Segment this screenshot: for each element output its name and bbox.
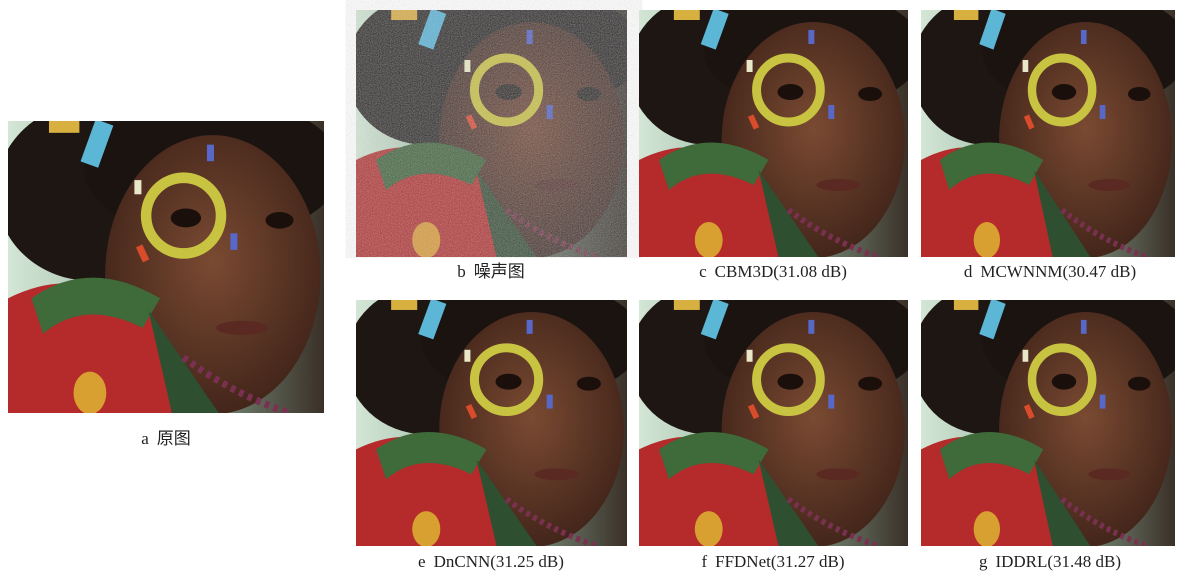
image-dncnn [346,280,642,547]
caption-text: b 噪声图 [457,262,525,281]
panel-caption: CBM3D(31.08 dB) [715,262,847,281]
caption-text: d MCWNNM(30.47 dB) [964,262,1136,281]
panel-caption: MCWNNM(30.47 dB) [980,262,1136,281]
panel-label: g [979,552,988,571]
panel-caption: IDDRL(31.48 dB) [995,552,1121,571]
panel-label: f [701,552,707,571]
image-mcwnnm [912,0,1181,258]
panel-label: c [699,262,707,281]
caption-text: c CBM3D(31.08 dB) [699,262,847,281]
caption-text: f FFDNet(31.27 dB) [701,552,844,571]
panel-caption: DnCNN(31.25 dB) [434,552,564,571]
panel-label: d [964,262,973,281]
image-noisy [346,0,642,258]
image-ffdnet [629,280,923,547]
image-cbm3d [629,0,923,258]
caption-text: e DnCNN(31.25 dB) [418,552,564,571]
panel-label: a [141,429,149,448]
image-iddrl [912,280,1181,547]
panel-caption: 原图 [157,429,191,448]
image-original [0,97,342,414]
figure: a 原图 b 噪声图 c CBM3D(31.08 dB) d MCWNNM(30.47 … [0,0,1181,576]
panel-label: b [457,262,466,281]
caption-text: a 原图 [141,429,191,448]
panel-caption: FFDNet(31.27 dB) [715,552,844,571]
panel-label: e [418,552,426,571]
caption-text: g IDDRL(31.48 dB) [979,552,1121,571]
panel-caption: 噪声图 [474,262,525,281]
page: a 原图 b 噪声图 c CBM3D(31.08 dB) d MCWNNM(30.47 … [0,0,1181,576]
